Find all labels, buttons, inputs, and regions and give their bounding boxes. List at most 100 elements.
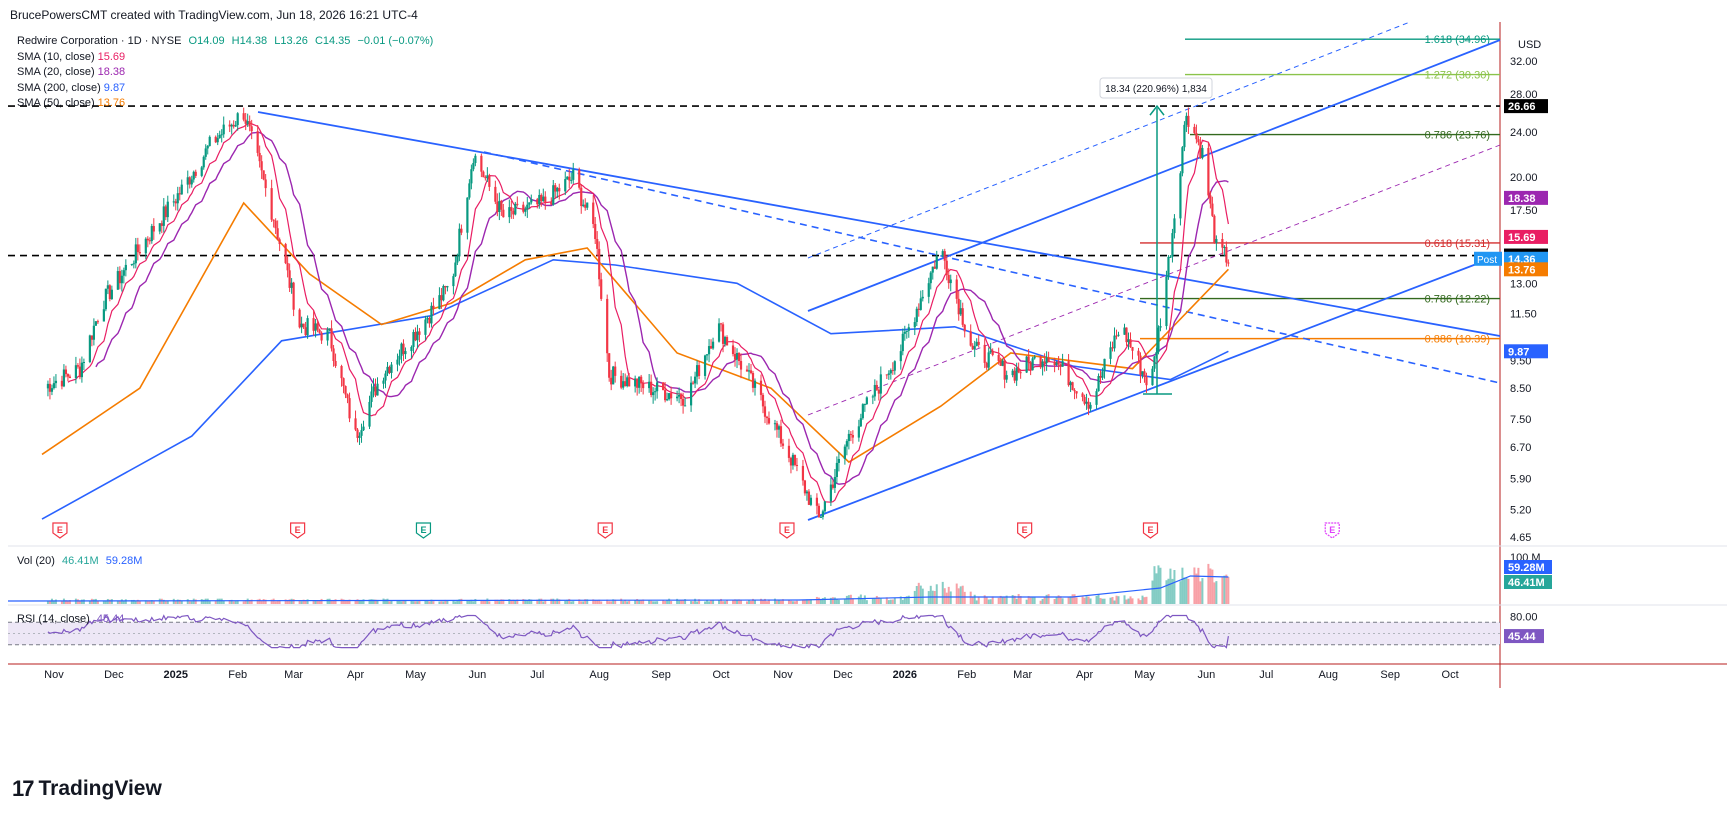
earnings-marker-letter: E xyxy=(57,525,63,535)
candle-body xyxy=(1019,372,1022,374)
volume-bar xyxy=(468,600,471,604)
volume-bar xyxy=(891,599,894,604)
volume-bar xyxy=(264,599,267,604)
candle-body xyxy=(232,124,235,127)
volume-bar xyxy=(1001,596,1004,604)
candle-body xyxy=(662,382,665,391)
legend-sma10-label: SMA (10, close) xyxy=(17,50,95,63)
candle-body xyxy=(666,399,669,401)
volume-bar xyxy=(801,599,804,604)
volume-bar xyxy=(670,601,673,604)
candle-body xyxy=(875,384,878,390)
volume-bar xyxy=(1195,573,1198,604)
volume-bar xyxy=(236,600,239,604)
candle-body xyxy=(1047,357,1050,362)
candle-body xyxy=(418,331,421,335)
candle-body xyxy=(50,388,54,392)
legend-sma10[interactable]: SMA (10, close) 15.69 xyxy=(17,50,437,66)
candle-body xyxy=(190,179,193,185)
candle-body xyxy=(915,308,918,323)
volume-bar xyxy=(274,601,277,604)
candle-body xyxy=(594,223,597,240)
volume-bar xyxy=(1069,596,1072,604)
candle-body xyxy=(102,309,105,322)
price-badge-label: 13.76 xyxy=(1508,264,1536,276)
volume-bar xyxy=(376,599,379,604)
volume-bar xyxy=(164,600,167,604)
volume-bar xyxy=(963,591,966,604)
candle-body xyxy=(242,113,245,120)
candle-body xyxy=(622,381,625,388)
candle-body xyxy=(354,418,357,430)
volume-bar xyxy=(1115,595,1118,604)
candle-body xyxy=(80,362,84,378)
volume-legend[interactable]: Vol (20) 46.41M 59.28M xyxy=(17,555,142,567)
candle-body xyxy=(761,394,765,407)
volume-bar xyxy=(166,600,169,604)
volume-badge-label: 59.28M xyxy=(1508,562,1545,574)
candle-body xyxy=(1031,358,1034,371)
symbol-ohlc-row[interactable]: Redwire Corporation · 1D · NYSE O14.09 H… xyxy=(17,34,437,50)
candle-body xyxy=(773,423,777,425)
volume-bar xyxy=(973,594,976,604)
volume-bar xyxy=(334,599,337,604)
volume-bar xyxy=(1011,595,1014,604)
volume-bar xyxy=(875,595,878,604)
candle-body xyxy=(368,401,371,427)
candle-body xyxy=(987,352,990,368)
volume-bar xyxy=(348,599,351,604)
candle-body xyxy=(859,418,862,427)
volume-bar xyxy=(424,600,427,604)
volume-value-1: 46.41M xyxy=(61,555,99,567)
volume-bar xyxy=(102,600,105,604)
legend-sma50[interactable]: SMA (50, close) 13.76 xyxy=(17,96,437,112)
candle-body xyxy=(262,170,265,180)
candle-body xyxy=(903,331,906,334)
candle-body xyxy=(935,256,938,269)
candle-body xyxy=(711,341,715,349)
candle-body xyxy=(731,345,735,355)
volume-bar xyxy=(1033,596,1036,604)
candle-body xyxy=(1209,195,1212,204)
legend-sma20[interactable]: SMA (20, close) 18.38 xyxy=(17,65,437,81)
candle-body xyxy=(737,353,741,362)
volume-bar xyxy=(1207,563,1210,604)
volume-bar xyxy=(1143,597,1146,604)
candle-body xyxy=(404,351,407,355)
volume-bar xyxy=(390,600,393,604)
candle-body xyxy=(60,380,64,387)
candle-body xyxy=(298,309,301,328)
volume-bar xyxy=(186,599,189,604)
candle-body xyxy=(1187,115,1190,127)
price-badge-box xyxy=(1504,251,1548,266)
candle-body xyxy=(610,377,613,385)
volume-bar xyxy=(1171,578,1174,604)
candle-body xyxy=(759,380,763,395)
rsi-legend[interactable]: RSI (14, close) 45.44 xyxy=(17,613,124,625)
candle-body xyxy=(1057,362,1060,365)
volume-bar xyxy=(466,600,469,604)
channel-lower-line xyxy=(807,254,1501,521)
candle-body xyxy=(777,426,781,430)
candle-body xyxy=(312,318,315,331)
volume-bar xyxy=(614,599,617,604)
volume-bar xyxy=(662,600,665,604)
candle-body xyxy=(96,321,99,323)
volume-bar xyxy=(759,598,762,604)
candle-body xyxy=(214,136,217,143)
volume-bar xyxy=(696,601,699,604)
volume-bar xyxy=(538,598,541,604)
legend-sma200[interactable]: SMA (200, close) 9.87 xyxy=(17,81,437,97)
volume-bar xyxy=(1173,569,1176,604)
candle-body xyxy=(148,240,151,242)
volume-bar xyxy=(1013,595,1016,604)
volume-bar xyxy=(941,581,944,604)
candle-body xyxy=(474,155,477,163)
volume-bar xyxy=(777,599,780,604)
fib-level-label: 1.272 (30.30) xyxy=(1425,70,1490,82)
tradingview-logo[interactable]: 17 TradingView xyxy=(12,776,162,802)
volume-bar xyxy=(474,598,477,604)
x-tick-label: Jun xyxy=(1198,669,1216,681)
volume-bar xyxy=(1153,566,1156,604)
